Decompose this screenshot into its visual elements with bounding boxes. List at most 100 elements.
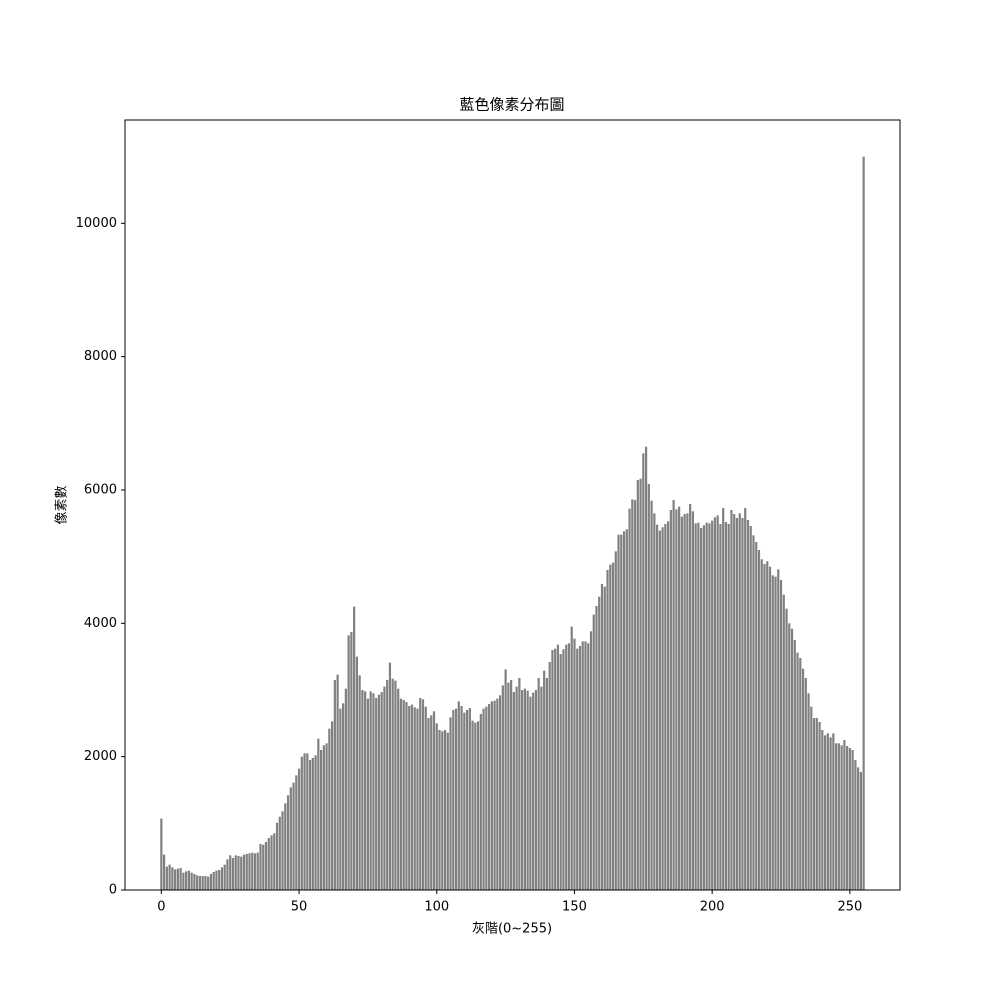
bar (391, 678, 394, 890)
bar (215, 870, 218, 890)
bar (270, 835, 273, 890)
bar (642, 453, 645, 890)
bar (821, 730, 824, 890)
bar (284, 803, 287, 890)
bar (625, 529, 628, 890)
bar (165, 866, 168, 890)
bar (862, 156, 865, 890)
bar (678, 506, 681, 890)
y-tick-label: 4000 (84, 616, 117, 631)
bar (749, 526, 752, 890)
bar (476, 721, 480, 890)
bar (741, 518, 744, 890)
bar (322, 745, 325, 890)
bar (537, 678, 540, 890)
bar (163, 854, 166, 890)
bar (179, 868, 182, 890)
bar (562, 649, 565, 890)
bar (182, 872, 185, 890)
chart-title: 藍色像素分布圖 (459, 96, 564, 114)
bar (584, 641, 587, 890)
bar (185, 871, 188, 890)
bar (567, 643, 571, 890)
bar (336, 674, 339, 890)
bar (603, 586, 606, 890)
bar (543, 670, 546, 890)
bar (190, 872, 193, 890)
bar (328, 728, 331, 890)
bar (253, 853, 257, 890)
bar (735, 518, 739, 890)
bar (573, 638, 576, 890)
bar (554, 648, 557, 890)
bar (680, 516, 683, 890)
bar (242, 854, 246, 890)
bar (482, 708, 485, 890)
bar (383, 686, 386, 890)
bar (785, 608, 788, 890)
bar (454, 708, 458, 890)
bar (468, 708, 471, 890)
bar (653, 513, 656, 890)
bar (691, 511, 694, 890)
bar (545, 678, 549, 890)
bar (782, 594, 785, 890)
bar (733, 514, 736, 890)
bar (402, 700, 405, 890)
bar (722, 508, 725, 890)
bar (408, 706, 411, 890)
bar (801, 668, 805, 890)
bar (854, 760, 857, 890)
x-tick-label: 250 (837, 900, 862, 915)
bar (565, 644, 568, 890)
bar (592, 614, 595, 890)
bar (581, 641, 584, 890)
bar (281, 811, 284, 890)
bar (168, 864, 171, 890)
bar (859, 772, 862, 890)
bar (672, 500, 675, 890)
bar (771, 575, 774, 890)
bar (752, 535, 755, 890)
bar (493, 700, 496, 890)
y-tick-label: 10000 (76, 216, 117, 231)
bar (410, 704, 414, 890)
bar (198, 876, 202, 890)
bar (644, 446, 648, 890)
bar (697, 522, 700, 890)
bar (622, 531, 626, 890)
bar (826, 733, 829, 890)
bar (487, 704, 491, 890)
bar (463, 712, 466, 890)
bar (570, 626, 573, 890)
bar (479, 714, 482, 890)
bar (364, 691, 367, 890)
bar (556, 644, 560, 890)
bar (793, 640, 796, 890)
bar (424, 706, 427, 890)
bar (650, 500, 653, 890)
bar (521, 690, 524, 890)
bar (171, 867, 174, 890)
bar (465, 710, 469, 890)
bar (617, 534, 620, 890)
bar (534, 690, 538, 890)
bar (300, 756, 303, 890)
bar (540, 686, 543, 890)
bar (317, 738, 320, 890)
bar (705, 522, 708, 890)
bar (636, 480, 639, 890)
bar (397, 688, 400, 890)
bar (686, 513, 689, 890)
bar (386, 680, 389, 890)
bar (342, 703, 345, 890)
bar (766, 561, 769, 890)
bar (716, 515, 719, 890)
bar (777, 569, 780, 890)
bar (667, 521, 670, 890)
bar (523, 688, 526, 890)
bar (207, 876, 210, 890)
bar (490, 701, 493, 890)
bar (474, 722, 477, 890)
bar (606, 570, 609, 890)
